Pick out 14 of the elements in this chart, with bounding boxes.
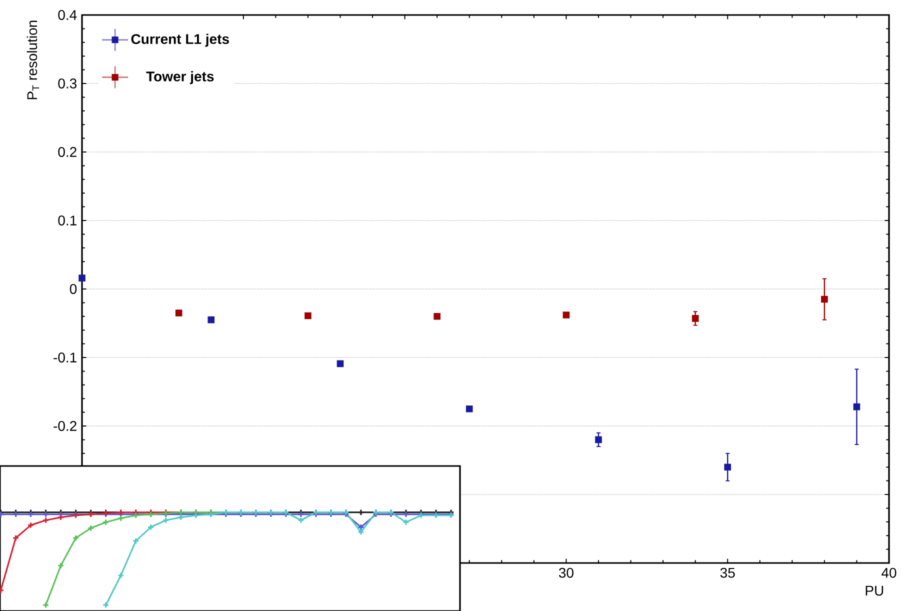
legend-label: Current L1 jets — [131, 34, 229, 47]
x-axis-title: PU — [866, 586, 884, 596]
x-tick-label: 35 — [720, 568, 735, 578]
y-tick-label: -0.1 — [54, 352, 76, 362]
x-tick-label: 30 — [558, 568, 574, 578]
y-tick-label: 0.2 — [58, 147, 76, 157]
y-axis-title: P$_{T}$ resolution — [26, 20, 40, 100]
y-tick-label: 0 — [70, 284, 77, 294]
legend-label: Tower jets — [146, 71, 214, 84]
y-tick-label: -0.2 — [54, 421, 76, 431]
y-tick-label: 0.3 — [58, 78, 77, 88]
y-tick-label: 0.4 — [58, 10, 77, 20]
x-tick-label: 40 — [882, 568, 896, 578]
y-tick-label: 0.1 — [58, 216, 76, 226]
